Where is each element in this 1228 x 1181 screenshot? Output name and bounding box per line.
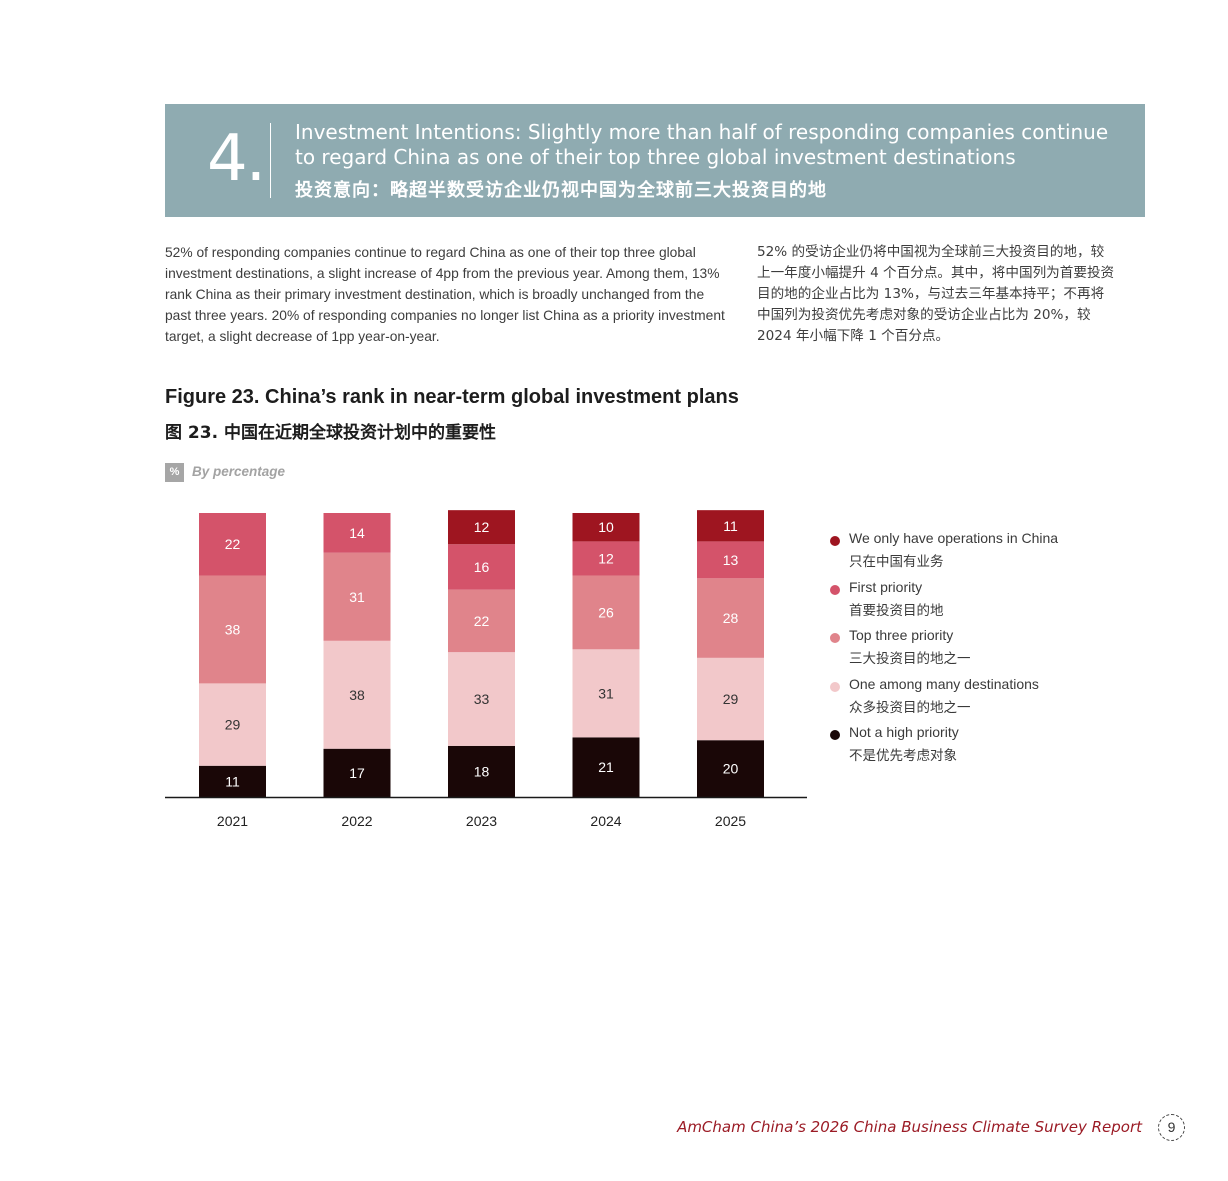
report-footer: AmCham China’s 2026 China Business Clima…: [677, 1118, 1142, 1136]
bar-segment: [448, 510, 515, 545]
legend-label-en: Top three priority: [849, 627, 954, 643]
bar-segment: [199, 765, 266, 797]
figure-title-cn: 图 23. 中国在近期全球投资计划中的重要性: [165, 423, 496, 443]
bar-segment: [323, 640, 391, 749]
chart-legend: We only have operations in China 只在中国有业务 F…: [830, 530, 1130, 773]
data-label: 38: [225, 621, 241, 637]
banner-divider: [270, 123, 271, 198]
data-label: 14: [349, 525, 365, 541]
body-text-cn: 52% 的受访企业仍将中国视为全球前三大投资目的地，较上一年度小幅提升 4 个百…: [757, 244, 1115, 344]
x-tick-label: 2024: [590, 813, 621, 829]
legend-label-cn: 三大投资目的地之一: [849, 651, 971, 667]
data-label: 22: [225, 536, 241, 552]
bar-segment: [697, 578, 764, 658]
legend-label-en: First priority: [849, 578, 923, 595]
bar-segment: [572, 649, 640, 738]
legend-swatch: [830, 633, 840, 643]
data-label: 33: [474, 691, 490, 707]
bar-segment: [448, 544, 515, 590]
legend-label-en: We only have operations in China: [849, 530, 1059, 546]
bar-segment: [697, 740, 764, 797]
x-tick-label: 2021: [217, 813, 248, 829]
x-tick-label: 2022: [341, 813, 372, 829]
percent-icon: %: [165, 463, 184, 482]
data-label: 13: [723, 552, 739, 568]
legend-label-cn: 只在中国有业务: [849, 554, 944, 570]
bar-segment: [448, 745, 515, 797]
stacked-bar-chart: 11 29 38 22 2021 17 38 31 14 2022 18 33 22 16 12 2023 21…: [165, 510, 807, 829]
data-label: 28: [723, 610, 739, 626]
data-label: 20: [723, 761, 739, 777]
body-text-en: 52% of responding companies continue to …: [165, 245, 725, 344]
bar-segment: [572, 737, 640, 797]
bar-segment: [572, 575, 640, 650]
unit-label: By percentage: [192, 464, 286, 479]
data-label: 31: [598, 685, 614, 701]
legend-label-en: Not a high priority: [849, 724, 959, 740]
bar-segment: [697, 541, 764, 579]
bar-segment: [323, 552, 391, 641]
legend-item: Top three priority 三大投资目的地之一: [830, 627, 1130, 676]
data-label: 21: [598, 759, 614, 775]
legend-label-cn: 首要投资目的地: [849, 602, 944, 619]
bar-segment: [199, 683, 266, 766]
section-number: 4.: [207, 122, 266, 196]
legend-item: Not a high priority 不是优先考虑对象: [830, 724, 1130, 773]
x-tick-label: 2025: [715, 813, 746, 829]
data-label: 38: [349, 687, 365, 703]
data-label: 29: [225, 717, 241, 733]
data-label: 12: [598, 550, 614, 566]
data-label: 11: [225, 773, 240, 789]
bar-segment: [199, 575, 266, 684]
x-tick-label: 2023: [466, 813, 497, 829]
legend-item: We only have operations in China 只在中国有业务: [830, 530, 1130, 579]
bar-segment: [697, 657, 764, 741]
legend-item: First priority 首要投资目的地: [830, 579, 1130, 628]
page-number: 9: [1158, 1114, 1185, 1141]
bar-segment: [323, 513, 391, 553]
bar-segment: [697, 510, 764, 542]
legend-item: One among many destinations 众多投资目的地之一: [830, 676, 1130, 725]
legend-label-cn: 众多投资目的地之一: [849, 699, 971, 716]
data-label: 26: [598, 604, 614, 620]
bar-segment: [323, 748, 391, 797]
bar-segment: [572, 513, 640, 542]
section-title-en: Investment Intentions: Slightly more tha…: [295, 120, 1109, 169]
data-label: 10: [598, 519, 614, 535]
bar-segment: [448, 589, 515, 653]
figure-title-en: Figure 23. China’s rank in near-term glo…: [165, 386, 739, 408]
data-label: 18: [474, 763, 490, 779]
data-label: 11: [723, 518, 738, 534]
data-label: 17: [349, 765, 365, 781]
legend-label-en: One among many destinations: [849, 675, 1039, 692]
legend-swatch: [830, 681, 840, 692]
data-label: 12: [474, 519, 490, 535]
legend-swatch: [830, 536, 840, 546]
data-label: 31: [349, 589, 365, 605]
data-label: 22: [474, 613, 490, 629]
section-title-cn: 投资意向：略超半数受访企业仍视中国为全球前三大投资目的地: [295, 180, 827, 201]
legend-swatch: [830, 730, 840, 740]
legend-swatch: [830, 584, 840, 595]
bar-segment: [572, 541, 640, 576]
bar-segment: [199, 513, 266, 576]
data-label: 29: [723, 691, 739, 707]
data-label: 16: [474, 559, 490, 575]
legend-label-cn: 不是优先考虑对象: [849, 748, 957, 764]
bar-segment: [448, 652, 515, 746]
section-banner: 4. Investment Intentions: Slightly more …: [165, 104, 1145, 217]
